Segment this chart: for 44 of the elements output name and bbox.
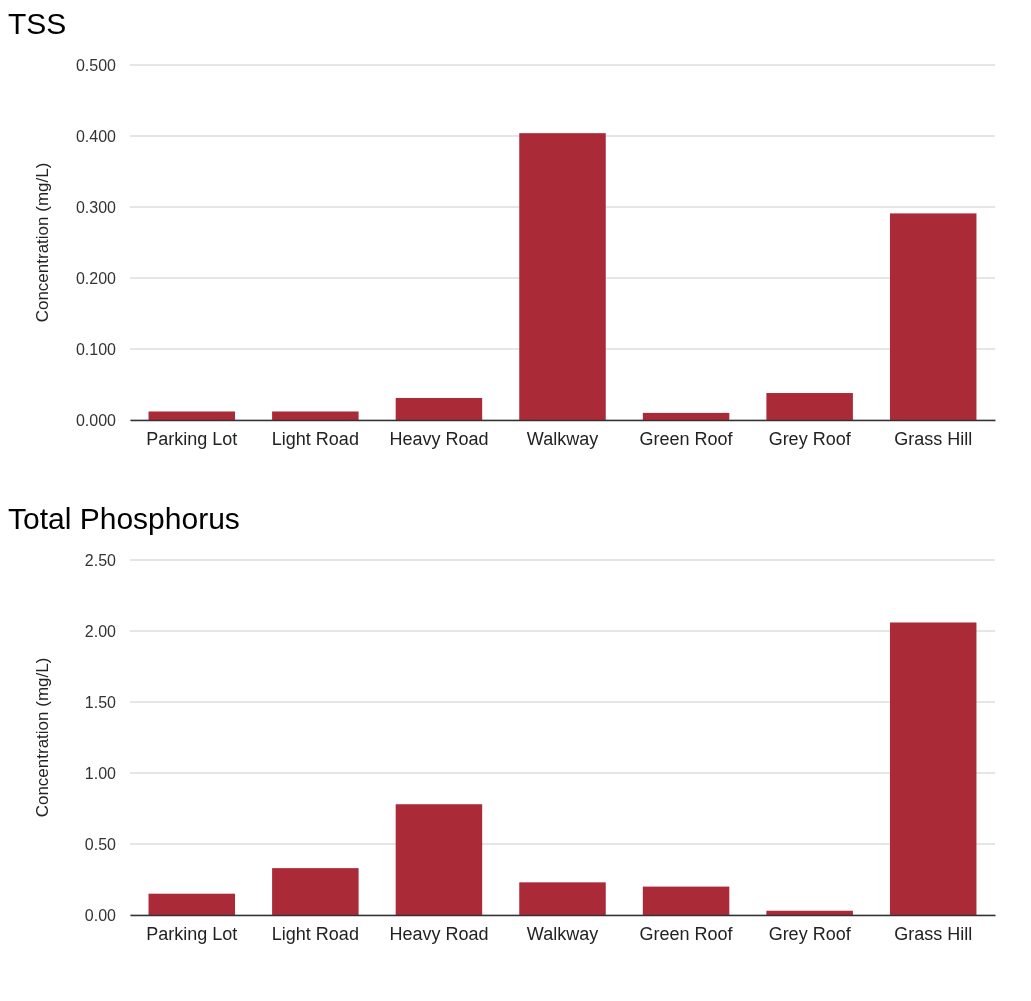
y-tick-label: 1.50 xyxy=(84,693,117,711)
x-tick-label: Walkway xyxy=(526,923,599,944)
x-tick-label: Grass Hill xyxy=(894,428,973,449)
bar xyxy=(889,213,977,420)
y-tick-label: 0.100 xyxy=(75,340,117,358)
y-axis-title: Concentration (mg/L) xyxy=(33,162,52,323)
x-tick-label: Parking Lot xyxy=(146,923,238,944)
y-tick-label: 0.000 xyxy=(75,411,117,429)
bar xyxy=(519,882,606,915)
x-tick-label: Heavy Road xyxy=(389,923,489,944)
x-tick-label: Grey Roof xyxy=(768,923,852,944)
bar xyxy=(395,804,483,915)
bar xyxy=(519,133,606,420)
bar xyxy=(642,886,730,915)
bar xyxy=(642,412,730,420)
y-tick-label: 2.50 xyxy=(84,551,117,569)
x-tick-label: Grey Roof xyxy=(768,428,852,449)
chart-title: TSS xyxy=(8,7,67,40)
y-tick-label: 0.50 xyxy=(84,835,117,853)
chart-title: Total Phosphorus xyxy=(8,502,240,535)
x-tick-label: Light Road xyxy=(271,923,359,944)
y-tick-label: 1.00 xyxy=(84,764,117,782)
x-tick-label: Grass Hill xyxy=(894,923,973,944)
y-tick-label: 0.300 xyxy=(75,198,117,216)
x-tick-label: Heavy Road xyxy=(389,428,489,449)
bar xyxy=(148,893,236,915)
bar xyxy=(889,622,977,915)
y-tick-label: 0.00 xyxy=(84,906,117,924)
bar xyxy=(272,868,359,915)
x-tick-label: Parking Lot xyxy=(146,428,238,449)
x-tick-label: Light Road xyxy=(271,428,359,449)
bar xyxy=(148,411,236,420)
x-tick-label: Green Roof xyxy=(639,428,734,449)
y-tick-label: 0.400 xyxy=(75,127,117,145)
y-tick-label: 0.200 xyxy=(75,269,117,287)
y-tick-label: 2.00 xyxy=(84,622,117,640)
y-axis-title: Concentration (mg/L) xyxy=(33,657,52,818)
bar xyxy=(272,411,359,420)
x-tick-label: Green Roof xyxy=(639,923,734,944)
bar xyxy=(766,393,853,420)
x-tick-label: Walkway xyxy=(526,428,599,449)
bar xyxy=(766,910,853,915)
y-tick-label: 0.500 xyxy=(75,56,117,74)
bar xyxy=(395,397,483,420)
